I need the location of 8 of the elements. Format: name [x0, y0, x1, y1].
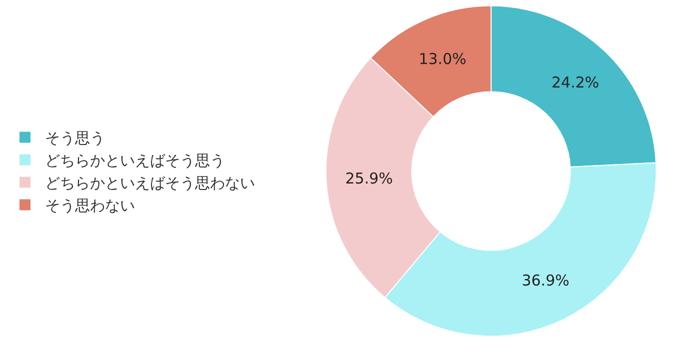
data-label: 13.0% — [418, 50, 466, 68]
data-label: 25.9% — [345, 169, 393, 188]
legend-label: どちらかといえばそう思う — [45, 152, 225, 170]
legend-label: そう思わない — [45, 196, 135, 215]
data-label: 24.2% — [551, 73, 600, 92]
data-label: 36.9% — [522, 271, 570, 290]
legend-label: どちらかといえばそう思わない — [45, 174, 255, 192]
legend-label: そう思う — [45, 129, 105, 148]
